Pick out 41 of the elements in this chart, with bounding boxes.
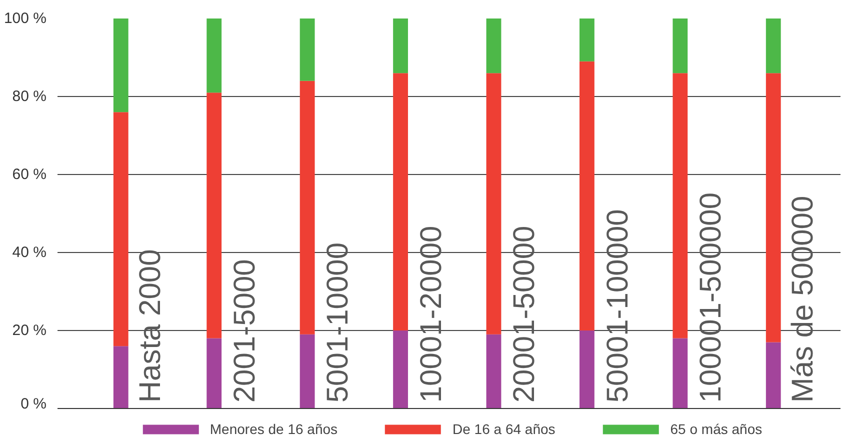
x-tick-label: 2001-5000 [228,259,262,403]
bar [393,330,408,408]
x-tick-label: Más de 500000 [786,196,820,403]
y-tick-label: 80 % [12,88,47,105]
bar [672,73,688,338]
bar [580,18,594,62]
x-tick-label: 100001-500000 [694,192,728,403]
bar [766,342,781,408]
bar [766,18,781,74]
bar [580,61,594,330]
bar [113,18,128,112]
bar [206,338,222,408]
bar [486,334,502,408]
bar [206,92,222,338]
bar [300,334,315,408]
bar [672,338,688,408]
x-tick-label: 50001-100000 [601,209,634,403]
bar [486,73,502,334]
bar [300,80,315,334]
x-tick-label: 10001-20000 [414,226,448,403]
bar [206,18,222,93]
y-tick-label: 0 % [20,396,47,412]
x-tick-label: 5001-10000 [322,242,355,403]
bar [113,112,128,346]
bar [580,330,594,408]
legend-label: Menores de 16 años [210,421,338,437]
y-tick-label: 40 % [12,244,47,261]
bar [300,18,315,81]
x-tick-label: Hasta 2000 [134,249,168,403]
y-tick-label: 60 % [12,166,47,183]
legend-label: 65 o más años [670,421,762,437]
y-tick-label: 100 % [4,10,47,27]
legend-label: De 16 a 64 años [452,421,556,437]
bar [766,73,781,342]
bar [672,18,688,74]
bar [113,346,128,408]
bar [393,18,408,74]
y-tick-label: 20 % [12,322,47,339]
x-tick-label: 20001-50000 [508,226,542,403]
bar [393,73,408,330]
bar [486,18,502,74]
